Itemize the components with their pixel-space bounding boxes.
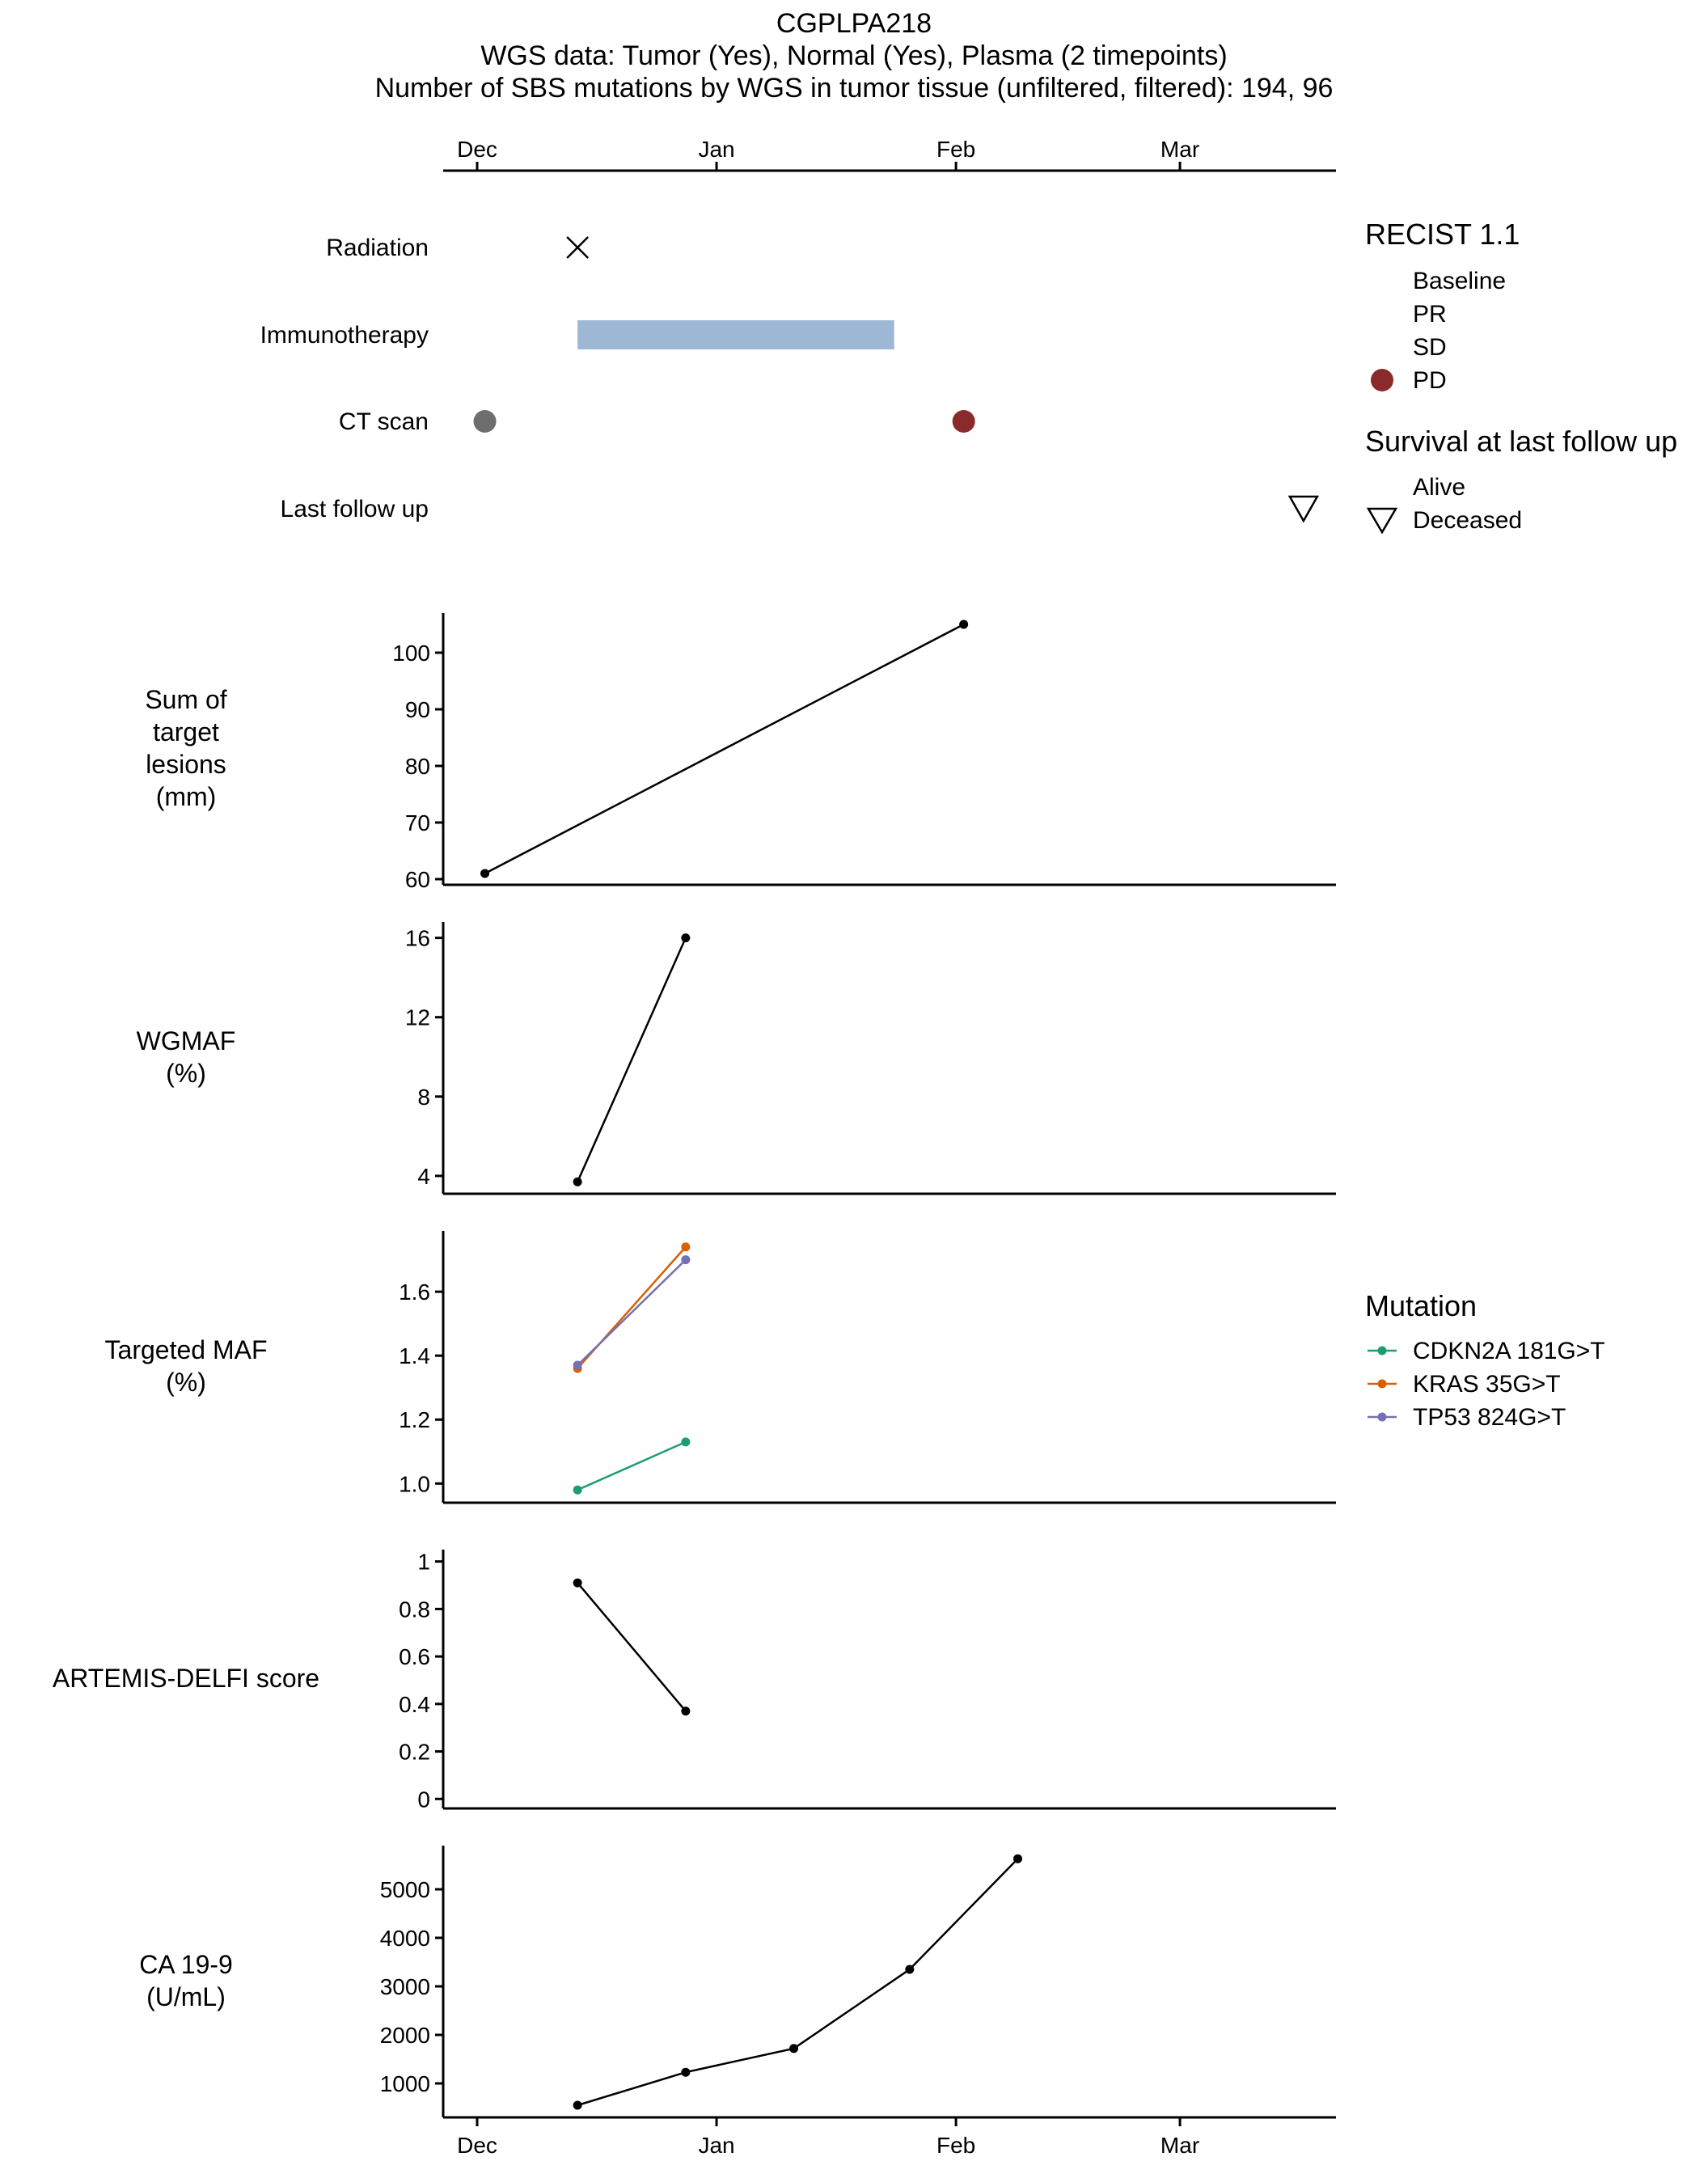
legend-recist-title: RECIST 1.1 <box>1365 218 1520 251</box>
ca19-9-point-main-0 <box>573 2100 582 2110</box>
wgmaf-y-label-line-1: (%) <box>166 1059 206 1088</box>
legend-mutation-item-tp53-824g-t: TP53 824G>T <box>1413 1404 1566 1431</box>
legend-recist-item-sd: SD <box>1413 334 1447 361</box>
ca19-9-y-tick-label: 4000 <box>380 1926 430 1951</box>
targeted-maf-y-label-line-1: (%) <box>166 1368 206 1397</box>
ca19-9-point-main-1 <box>681 2067 691 2077</box>
artemis-delfi-score-y-tick-label: 1 <box>417 1550 430 1575</box>
immunotherapy-bar-0 <box>577 320 894 349</box>
bottom-axis-tick-label-feb: Feb <box>936 2133 975 2158</box>
legend-mutation-key-dot-kras-35g-t <box>1377 1379 1387 1389</box>
legend-recist-item-pd: PD <box>1413 367 1447 394</box>
wgmaf-point-main-0 <box>573 1177 582 1186</box>
targeted-maf-series-line-cdkn2a-181g-t <box>577 1440 687 1491</box>
sum-of-target-lesions-y-tick-label: 60 <box>405 867 430 892</box>
timeline-tick-label-feb: Feb <box>936 137 975 162</box>
bottom-axis-tick-label-mar: Mar <box>1161 2133 1199 2158</box>
bottom-axis-tick-label-jan: Jan <box>698 2133 734 2158</box>
wgmaf-y-tick-label: 8 <box>417 1085 430 1110</box>
wgmaf-y-label-line-0: WGMAF <box>137 1026 236 1055</box>
sum-of-target-lesions-point-main-0 <box>480 869 490 878</box>
wgmaf-point-main-1 <box>681 933 691 943</box>
ct-scan-marker-pd <box>952 410 975 433</box>
sum-of-target-lesions-y-label-line-2: lesions <box>146 750 226 779</box>
artemis-delfi-score-y-tick-label: 0.2 <box>399 1740 430 1765</box>
targeted-maf-series-line-tp53-824g-t <box>577 1258 687 1366</box>
ca19-9-y-tick-label: 3000 <box>380 1974 430 1999</box>
legend-recist-item-baseline: Baseline <box>1413 268 1506 294</box>
last-follow-up-marker <box>1287 495 1319 523</box>
artemis-delfi-score-y-tick-label: 0.4 <box>399 1692 430 1717</box>
timeline-row-label-ct-scan: CT scan <box>339 408 429 435</box>
timeline-tick-label-mar: Mar <box>1161 137 1199 162</box>
sum-of-target-lesions-y-tick-label: 100 <box>392 641 430 666</box>
artemis-delfi-score-y-tick-label: 0.6 <box>399 1644 430 1669</box>
ca19-9-point-main-4 <box>1013 1854 1022 1863</box>
wgmaf-y-tick-label: 4 <box>417 1164 430 1189</box>
legend-mutation-item-cdkn2a-181g-t: CDKN2A 181G>T <box>1413 1338 1605 1364</box>
targeted-maf-y-tick-label: 1.4 <box>399 1343 430 1368</box>
ct-scan-marker-baseline <box>473 410 497 433</box>
targeted-maf-y-tick-label: 1.0 <box>399 1471 430 1496</box>
wgmaf-y-tick-label: 16 <box>405 926 430 951</box>
legend-survival-item-alive: Alive <box>1413 474 1465 501</box>
legend-mutation-item-kras-35g-t: KRAS 35G>T <box>1413 1371 1561 1398</box>
artemis-delfi-score-y-tick-label: 0.8 <box>399 1597 430 1622</box>
sum-of-target-lesions-y-label-line-1: target <box>153 717 219 747</box>
timeline-row-label-last-follow-up: Last follow up <box>281 496 429 522</box>
legend-survival-item-deceased: Deceased <box>1413 507 1522 534</box>
ca19-9-series-line-main <box>577 1858 1019 2107</box>
radiation-cross-stroke-b <box>566 236 590 259</box>
ca19-9-point-main-2 <box>789 2044 799 2053</box>
targeted-maf-y-tick-label: 1.2 <box>399 1407 430 1432</box>
artemis-delfi-score-series-line-main <box>577 1582 687 1712</box>
ca19-9-y-label-line-1: (U/mL) <box>146 1982 226 2011</box>
wgmaf-y-tick-label: 12 <box>405 1005 430 1030</box>
timeline-row-label-immunotherapy: Immunotherapy <box>260 322 429 349</box>
legend-mutation-key-dot-cdkn2a-181g-t <box>1377 1346 1387 1356</box>
targeted-maf-point-kras-35g-t-1 <box>681 1242 691 1252</box>
targeted-maf-point-tp53-824g-t-1 <box>681 1255 691 1265</box>
ca19-9-y-tick-label: 5000 <box>380 1877 430 1902</box>
radiation-marker-0 <box>566 236 590 259</box>
artemis-delfi-score-point-main-1 <box>681 1707 691 1716</box>
legend-mutation-title: Mutation <box>1365 1289 1477 1322</box>
figure-caption: Number of SBS mutations by WGS in tumor … <box>375 73 1334 104</box>
figure-subtitle: WGS data: Tumor (Yes), Normal (Yes), Pla… <box>480 40 1227 71</box>
sum-of-target-lesions-y-tick-label: 70 <box>405 810 430 835</box>
bottom-axis-tick-label-dec: Dec <box>457 2133 497 2158</box>
targeted-maf-y-label-line-0: Targeted MAF <box>105 1335 268 1364</box>
sum-of-target-lesions-y-tick-label: 90 <box>405 697 430 722</box>
timeline-row-label-radiation: Radiation <box>326 235 429 261</box>
timeline-tick-label-dec: Dec <box>457 137 497 162</box>
sum-of-target-lesions-series-line-main <box>484 623 965 875</box>
targeted-maf-point-tp53-824g-t-0 <box>573 1360 582 1370</box>
wgmaf-series-line-main <box>577 937 687 1182</box>
targeted-maf-point-cdkn2a-181g-t-1 <box>681 1437 691 1447</box>
ca19-9-y-tick-label: 2000 <box>380 2023 430 2048</box>
timeline-tick-label-jan: Jan <box>698 137 734 162</box>
sum-of-target-lesions-point-main-1 <box>959 620 969 629</box>
artemis-delfi-score-y-tick-label: 0 <box>417 1787 430 1812</box>
sum-of-target-lesions-y-label-line-0: Sum of <box>145 685 226 714</box>
artemis-delfi-score-point-main-0 <box>573 1578 582 1588</box>
ca19-9-y-tick-label: 1000 <box>380 2071 430 2096</box>
sum-of-target-lesions-y-tick-label: 80 <box>405 754 430 779</box>
ca19-9-point-main-3 <box>905 1965 915 1974</box>
targeted-maf-point-cdkn2a-181g-t-0 <box>573 1485 582 1495</box>
legend-mutation-key-dot-tp53-824g-t <box>1377 1412 1387 1422</box>
artemis-delfi-score-y-label-line-0: ARTEMIS-DELFI score <box>53 1664 319 1693</box>
legend-survival-title: Survival at last follow up <box>1365 425 1677 458</box>
legend-survival-deceased-key <box>1366 507 1398 535</box>
ca19-9-y-label-line-0: CA 19-9 <box>139 1950 233 1979</box>
figure-title: CGPLPA218 <box>776 8 932 39</box>
legend-recist-item-pr: PR <box>1413 301 1447 328</box>
chart-layer: Dec Jan Feb Mar Radiation Immunotherapy CT sca… <box>53 137 1677 2158</box>
legend-recist-pd-key <box>1371 369 1393 391</box>
targeted-maf-y-tick-label: 1.6 <box>399 1279 430 1305</box>
sum-of-target-lesions-y-label-line-3: (mm) <box>156 782 217 811</box>
